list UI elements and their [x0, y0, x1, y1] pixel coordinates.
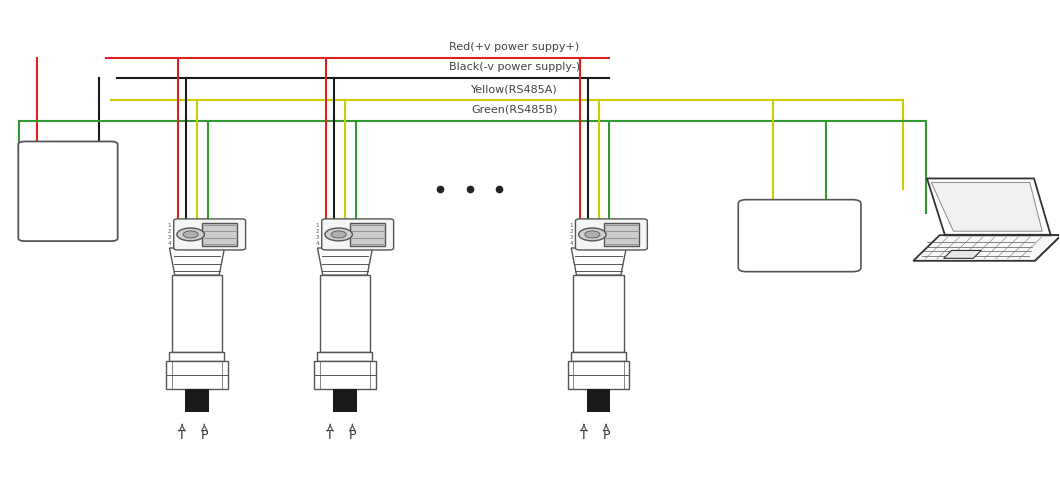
Text: 1: 1 [167, 223, 172, 228]
Text: −: − [93, 150, 105, 164]
Text: Red(+v power suppy+): Red(+v power suppy+) [449, 42, 579, 52]
Circle shape [585, 231, 600, 238]
Text: 3: 3 [167, 235, 172, 240]
Bar [315, 362, 375, 388]
Text: Yellow(RS485A): Yellow(RS485A) [471, 84, 558, 94]
Bar [172, 275, 223, 352]
Circle shape [325, 228, 352, 241]
Bar [604, 223, 639, 246]
Circle shape [183, 231, 198, 238]
Text: 1: 1 [316, 223, 319, 228]
Text: 2: 2 [316, 229, 319, 234]
FancyBboxPatch shape [18, 141, 118, 241]
Bar [571, 352, 626, 362]
Circle shape [331, 231, 347, 238]
Text: Black(-v power supply-): Black(-v power supply-) [448, 62, 580, 72]
Text: 3: 3 [569, 235, 573, 240]
FancyBboxPatch shape [576, 219, 648, 250]
Text: T: T [580, 429, 588, 441]
Text: RS485: RS485 [775, 236, 825, 250]
Text: P: P [602, 429, 609, 441]
Text: T: T [178, 429, 187, 441]
Text: 4: 4 [569, 241, 573, 247]
Bar [573, 275, 624, 352]
Bar [350, 223, 385, 246]
Bar [320, 275, 370, 352]
Bar [318, 352, 372, 362]
FancyBboxPatch shape [738, 200, 861, 272]
Bar [186, 388, 209, 412]
Text: P: P [200, 429, 208, 441]
Text: 1: 1 [569, 223, 573, 228]
Polygon shape [318, 248, 372, 275]
Bar [166, 362, 228, 388]
Bar [170, 352, 225, 362]
FancyBboxPatch shape [322, 219, 393, 250]
Polygon shape [943, 250, 982, 258]
Text: A: A [768, 209, 777, 222]
Text: 2: 2 [167, 229, 172, 234]
Bar [333, 388, 356, 412]
Text: Green(RS485B): Green(RS485B) [471, 105, 558, 115]
Polygon shape [1035, 235, 1060, 261]
Text: 3: 3 [316, 235, 319, 240]
Text: P: P [349, 429, 356, 441]
Polygon shape [571, 248, 626, 275]
Polygon shape [928, 179, 1050, 235]
Bar [568, 362, 630, 388]
Text: 4: 4 [167, 241, 172, 247]
Circle shape [177, 228, 205, 241]
Text: 2: 2 [569, 229, 573, 234]
Bar [202, 223, 237, 246]
Text: 24VDC: 24VDC [37, 197, 99, 215]
Polygon shape [914, 235, 1060, 261]
Text: +: + [32, 150, 43, 164]
Bar [587, 388, 611, 412]
Text: 4: 4 [316, 241, 319, 247]
Text: T: T [326, 429, 334, 441]
FancyBboxPatch shape [174, 219, 246, 250]
Circle shape [579, 228, 606, 241]
Polygon shape [932, 183, 1042, 231]
Text: B: B [822, 209, 830, 222]
Polygon shape [170, 248, 225, 275]
